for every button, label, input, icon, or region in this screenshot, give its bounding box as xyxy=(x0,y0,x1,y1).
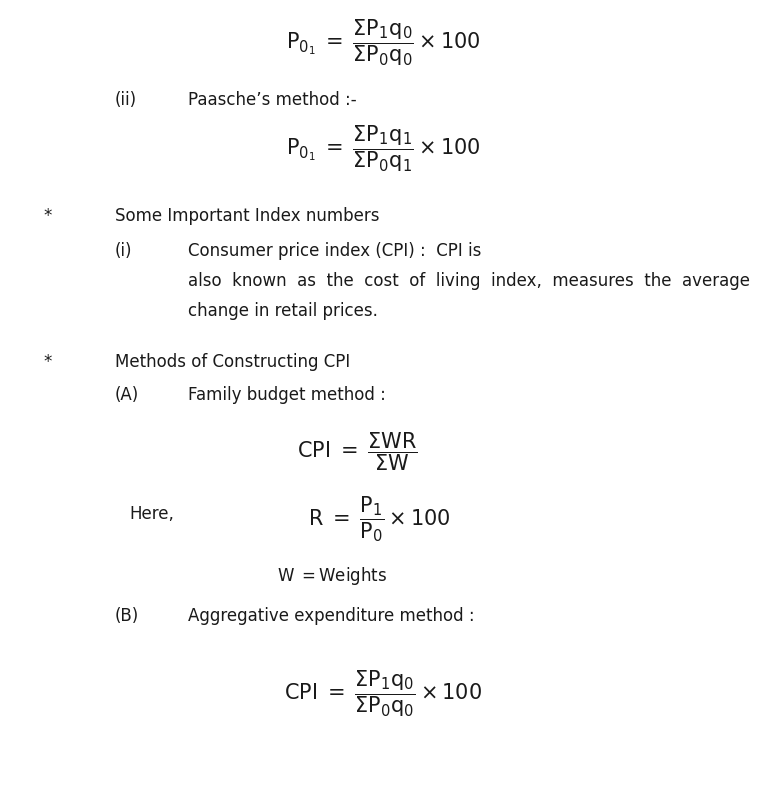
Text: $\mathsf{P_{0_1}\; =\; \dfrac{\Sigma P_1 q_1}{\Sigma P_0 q_1} \times 100}$: $\mathsf{P_{0_1}\; =\; \dfrac{\Sigma P_1… xyxy=(286,124,481,174)
Text: $\mathsf{W\; = Weights}$: $\mathsf{W\; = Weights}$ xyxy=(277,566,387,587)
Text: (A): (A) xyxy=(115,386,139,403)
Text: $\mathsf{P_{0_1}\; =\; \dfrac{\Sigma P_1 q_0}{\Sigma P_0 q_0} \times 100}$: $\mathsf{P_{0_1}\; =\; \dfrac{\Sigma P_1… xyxy=(286,18,481,68)
Text: Consumer price index (CPI) :  CPI is: Consumer price index (CPI) : CPI is xyxy=(189,242,482,260)
Text: change in retail prices.: change in retail prices. xyxy=(189,302,378,320)
Text: *: * xyxy=(43,354,51,371)
Text: (B): (B) xyxy=(115,606,139,625)
Text: also  known  as  the  cost  of  living  index,  measures  the  average: also known as the cost of living index, … xyxy=(189,272,750,290)
Text: Family budget method :: Family budget method : xyxy=(189,386,387,403)
Text: $\mathsf{CPI\; =\; \dfrac{\Sigma P_1 q_0}{\Sigma P_0 q_0} \times 100}$: $\mathsf{CPI\; =\; \dfrac{\Sigma P_1 q_0… xyxy=(285,669,482,719)
Text: Some Important Index numbers: Some Important Index numbers xyxy=(115,206,379,225)
Text: Paasche’s method :-: Paasche’s method :- xyxy=(189,90,357,109)
Text: *: * xyxy=(43,206,51,225)
Text: (i): (i) xyxy=(115,242,132,260)
Text: Aggregative expenditure method :: Aggregative expenditure method : xyxy=(189,606,475,625)
Text: $\mathsf{R\; =\; \dfrac{P_1}{P_0} \times 100}$: $\mathsf{R\; =\; \dfrac{P_1}{P_0} \times… xyxy=(308,494,451,544)
Text: (ii): (ii) xyxy=(115,90,137,109)
Text: $\mathsf{CPI\; =\; \dfrac{\Sigma WR}{\Sigma W}}$: $\mathsf{CPI\; =\; \dfrac{\Sigma WR}{\Si… xyxy=(298,430,418,473)
Text: Methods of Constructing CPI: Methods of Constructing CPI xyxy=(115,354,350,371)
Text: Here,: Here, xyxy=(130,505,174,522)
